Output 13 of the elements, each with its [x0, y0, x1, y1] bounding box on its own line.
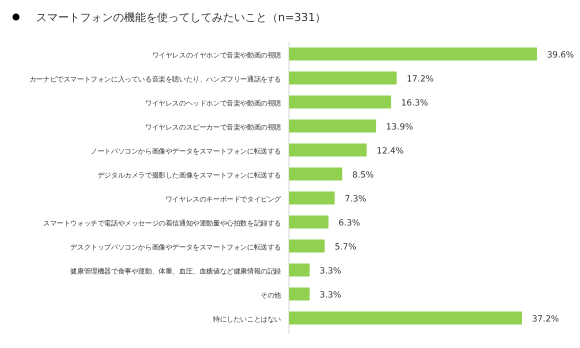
- title: スマートフォンの機能を使ってしてみたいこと（n=331）: [36, 11, 326, 24]
- data-label: 12.4%: [376, 146, 404, 156]
- data-label: 5.7%: [334, 242, 356, 252]
- data-label: 16.3%: [401, 98, 428, 108]
- data-label: 8.5%: [352, 170, 374, 180]
- data-label: 6.3%: [338, 218, 360, 228]
- data-label: 17.2%: [406, 74, 434, 84]
- data-label: 13.9%: [386, 122, 414, 132]
- data-label: 39.6%: [547, 50, 574, 60]
- data-label: 3.3%: [320, 290, 342, 300]
- data-label: 3.3%: [320, 266, 342, 276]
- data-label: 7.3%: [344, 194, 366, 204]
- data-label: 37.2%: [532, 314, 559, 324]
